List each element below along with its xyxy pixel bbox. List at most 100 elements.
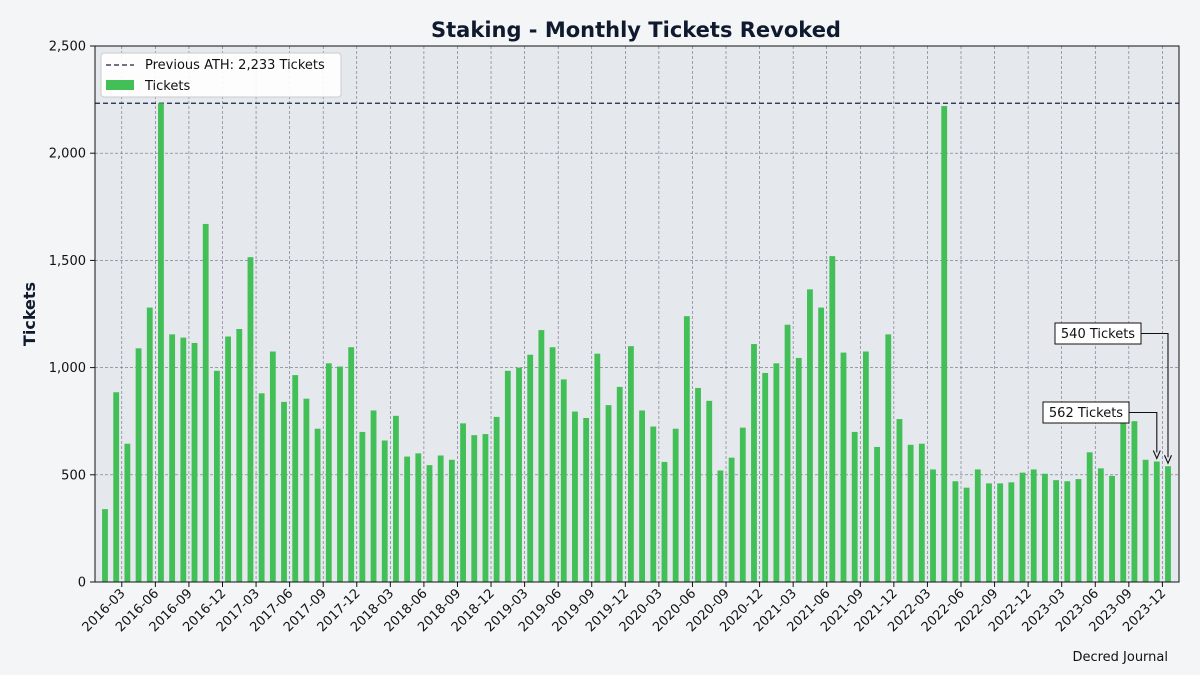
bar xyxy=(460,423,466,582)
bar xyxy=(1131,421,1138,582)
bar xyxy=(1064,481,1071,582)
bar xyxy=(337,366,343,582)
bar xyxy=(650,426,657,582)
bar xyxy=(213,370,220,582)
bar xyxy=(807,289,813,582)
bar xyxy=(191,342,198,582)
plot-area xyxy=(95,46,1179,582)
grid-lines xyxy=(95,45,1179,583)
bar xyxy=(896,419,903,582)
bar xyxy=(695,387,701,582)
bar xyxy=(918,443,925,582)
bar xyxy=(314,428,321,582)
bar xyxy=(661,461,668,582)
bar xyxy=(113,392,120,582)
bar xyxy=(1097,468,1104,582)
bar xyxy=(594,353,601,582)
bar xyxy=(549,347,556,582)
bar xyxy=(471,435,478,582)
bar xyxy=(583,417,590,582)
bar xyxy=(952,481,959,582)
bar xyxy=(1142,459,1149,582)
bar xyxy=(202,223,209,582)
bar xyxy=(225,336,231,582)
bar xyxy=(1075,479,1082,582)
bar xyxy=(762,372,769,582)
bar xyxy=(292,375,299,582)
legend: Previous ATH: 2,233 Tickets Tickets xyxy=(100,52,342,98)
bar xyxy=(281,401,287,582)
annotation-label: 540 Tickets xyxy=(1061,327,1135,342)
bar xyxy=(348,347,355,582)
annotations: 562 Tickets 540 Tickets xyxy=(1042,322,1173,465)
bar xyxy=(751,344,757,582)
bar xyxy=(560,379,567,582)
bar xyxy=(1120,423,1127,582)
legend-ath-label: Previous ATH: 2,233 Tickets xyxy=(145,58,325,73)
bar xyxy=(840,352,847,582)
bar xyxy=(986,483,992,582)
bar xyxy=(426,465,433,582)
bar xyxy=(258,393,265,582)
bar xyxy=(829,256,836,582)
bar xyxy=(359,431,366,582)
bar xyxy=(885,334,892,582)
bar xyxy=(627,346,634,582)
bar xyxy=(572,411,578,582)
bar xyxy=(135,348,142,582)
bar xyxy=(415,453,422,582)
y-tick-label: 1,000 xyxy=(49,361,86,376)
annotation-arrow-line xyxy=(1141,332,1169,458)
bar xyxy=(180,337,187,582)
bar xyxy=(1019,472,1026,582)
bar xyxy=(538,330,545,582)
bar xyxy=(639,410,646,582)
annotation-arrow-head xyxy=(1163,455,1173,465)
y-axis: 0 500 1,000 1,500 2,000 2,500 xyxy=(49,40,95,591)
bar xyxy=(795,357,802,582)
bar xyxy=(874,446,880,582)
bar xyxy=(683,316,690,582)
bar xyxy=(672,428,679,582)
bar xyxy=(393,415,399,582)
legend-tickets-swatch xyxy=(106,80,134,90)
bar xyxy=(504,370,511,582)
bar xyxy=(851,431,858,582)
bar xyxy=(124,443,131,582)
bar xyxy=(527,354,534,582)
bar xyxy=(516,367,522,582)
bar xyxy=(930,469,936,582)
legend-tickets-label: Tickets xyxy=(144,79,190,94)
bar xyxy=(728,457,735,582)
bar xyxy=(1086,452,1093,582)
bar xyxy=(605,405,612,582)
y-tick-label: 2,500 xyxy=(49,40,86,55)
bar xyxy=(818,307,825,582)
bar xyxy=(862,351,869,582)
bar xyxy=(381,440,388,582)
bar xyxy=(997,483,1004,582)
bars xyxy=(102,103,1171,583)
bar xyxy=(616,386,623,582)
bar xyxy=(247,257,254,582)
bar xyxy=(1053,480,1060,582)
y-tick-label: 0 xyxy=(78,576,86,591)
bar xyxy=(941,106,948,583)
bar xyxy=(448,459,455,582)
legend-box xyxy=(100,52,342,98)
bar xyxy=(717,470,724,582)
bar xyxy=(1008,482,1015,582)
bar xyxy=(784,324,791,582)
x-axis: 2016-032016-062016-092016-122017-032017-… xyxy=(80,582,1169,635)
y-axis-label: Tickets xyxy=(20,282,39,346)
y-tick-label: 2,000 xyxy=(49,147,86,162)
bar xyxy=(303,398,310,582)
bar xyxy=(169,334,176,582)
chart-title: Staking - Monthly Tickets Revoked xyxy=(431,18,841,42)
bar xyxy=(102,509,108,582)
bar xyxy=(963,487,970,582)
bar xyxy=(706,400,713,582)
plot-frame xyxy=(94,45,1180,583)
bar xyxy=(158,103,164,582)
